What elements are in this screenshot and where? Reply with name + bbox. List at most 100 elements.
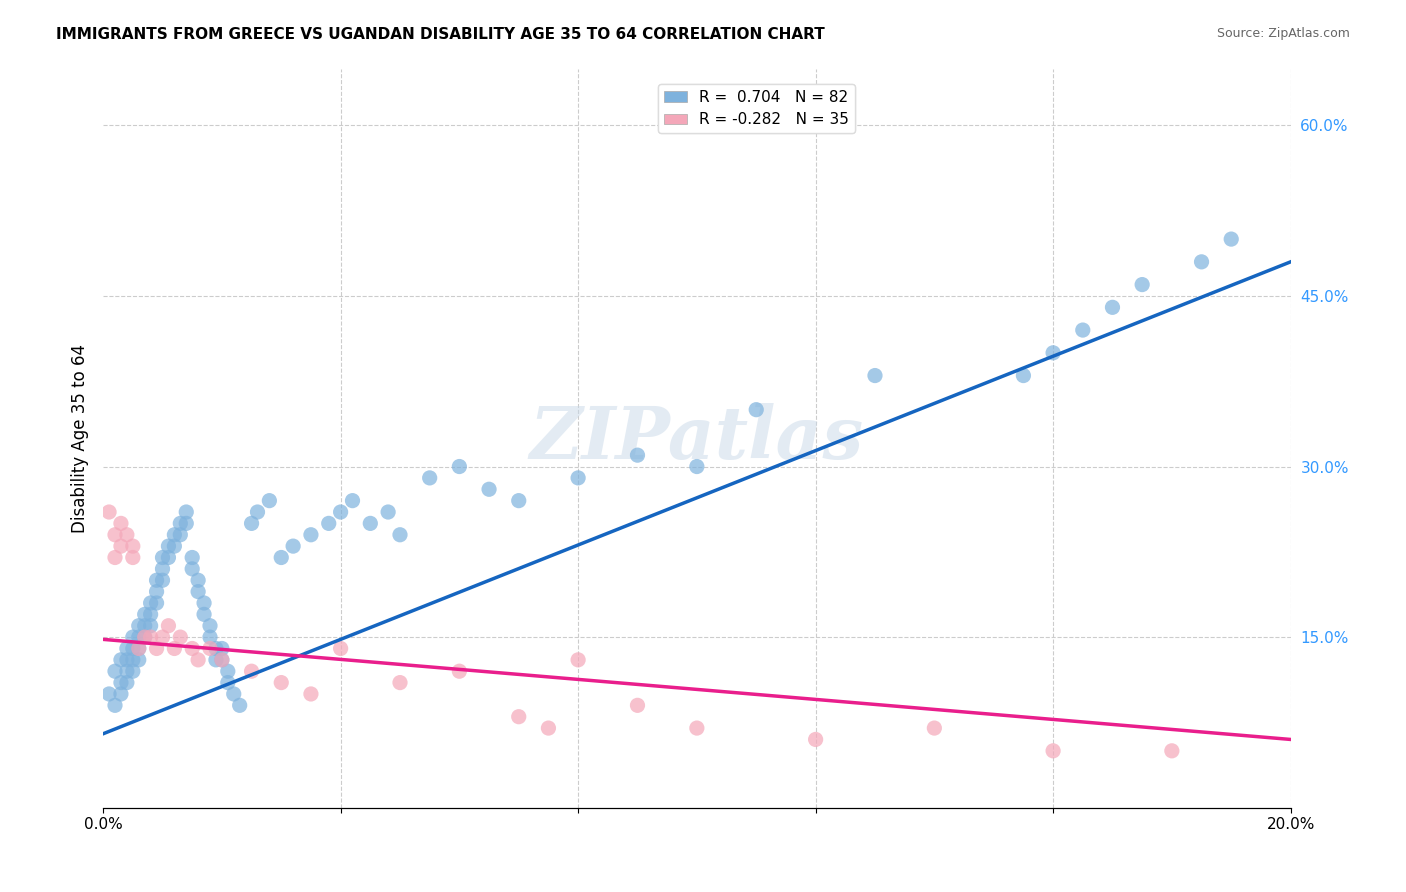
Point	[1042, 346, 1064, 360]
Point	[145, 573, 167, 587]
Point	[388, 528, 411, 542]
Point	[1101, 301, 1123, 315]
Point	[157, 618, 180, 632]
Point	[110, 675, 132, 690]
Point	[187, 573, 209, 587]
Point	[181, 550, 204, 565]
Point	[121, 653, 143, 667]
Point	[128, 618, 150, 632]
Point	[281, 539, 304, 553]
Text: Source: ZipAtlas.com: Source: ZipAtlas.com	[1216, 27, 1350, 40]
Point	[626, 698, 648, 713]
Point	[128, 630, 150, 644]
Point	[1220, 232, 1243, 246]
Legend: R =  0.704   N = 82, R = -0.282   N = 35: R = 0.704 N = 82, R = -0.282 N = 35	[658, 84, 855, 134]
Point	[139, 607, 162, 622]
Point	[804, 732, 827, 747]
Point	[1160, 744, 1182, 758]
Point	[115, 528, 138, 542]
Point	[259, 493, 281, 508]
Point	[121, 641, 143, 656]
Point	[211, 641, 233, 656]
Text: ZIPatlas: ZIPatlas	[530, 402, 863, 474]
Point	[1042, 744, 1064, 758]
Point	[104, 664, 127, 678]
Point	[924, 721, 946, 735]
Point	[163, 641, 186, 656]
Point	[181, 641, 204, 656]
Point	[377, 505, 399, 519]
Point	[686, 721, 709, 735]
Point	[134, 630, 156, 644]
Point	[157, 550, 180, 565]
Point	[1191, 255, 1213, 269]
Point	[115, 653, 138, 667]
Point	[198, 630, 221, 644]
Point	[270, 675, 292, 690]
Point	[217, 664, 239, 678]
Point	[152, 562, 174, 576]
Point	[104, 528, 127, 542]
Point	[508, 709, 530, 723]
Point	[240, 516, 263, 531]
Point	[211, 653, 233, 667]
Point	[187, 584, 209, 599]
Point	[1012, 368, 1035, 383]
Point	[329, 505, 352, 519]
Point	[181, 562, 204, 576]
Point	[342, 493, 364, 508]
Point	[110, 539, 132, 553]
Point	[449, 664, 471, 678]
Point	[478, 483, 501, 497]
Point	[152, 573, 174, 587]
Point	[145, 584, 167, 599]
Point	[134, 607, 156, 622]
Point	[508, 493, 530, 508]
Point	[115, 641, 138, 656]
Point	[169, 528, 191, 542]
Point	[139, 630, 162, 644]
Point	[163, 528, 186, 542]
Point	[115, 664, 138, 678]
Point	[104, 698, 127, 713]
Point	[270, 550, 292, 565]
Point	[121, 550, 143, 565]
Point	[152, 550, 174, 565]
Point	[139, 596, 162, 610]
Point	[152, 630, 174, 644]
Point	[745, 402, 768, 417]
Point	[205, 641, 228, 656]
Point	[193, 607, 215, 622]
Point	[174, 505, 197, 519]
Point	[169, 516, 191, 531]
Point	[187, 653, 209, 667]
Point	[205, 653, 228, 667]
Point	[567, 653, 589, 667]
Point	[163, 539, 186, 553]
Point	[449, 459, 471, 474]
Point	[329, 641, 352, 656]
Point	[299, 687, 322, 701]
Point	[211, 653, 233, 667]
Point	[318, 516, 340, 531]
Point	[145, 641, 167, 656]
Point	[537, 721, 560, 735]
Point	[169, 630, 191, 644]
Point	[198, 618, 221, 632]
Point	[128, 641, 150, 656]
Y-axis label: Disability Age 35 to 64: Disability Age 35 to 64	[72, 343, 89, 533]
Point	[121, 630, 143, 644]
Point	[240, 664, 263, 678]
Point	[567, 471, 589, 485]
Point	[299, 528, 322, 542]
Point	[1130, 277, 1153, 292]
Point	[193, 596, 215, 610]
Point	[128, 653, 150, 667]
Point	[626, 448, 648, 462]
Point	[359, 516, 381, 531]
Point	[121, 664, 143, 678]
Point	[217, 675, 239, 690]
Point	[246, 505, 269, 519]
Point	[110, 516, 132, 531]
Point	[128, 641, 150, 656]
